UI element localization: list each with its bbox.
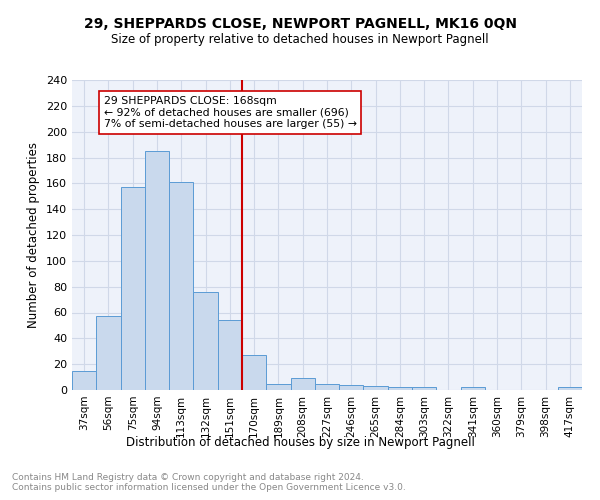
Bar bbox=[388, 388, 412, 390]
Text: 29 SHEPPARDS CLOSE: 168sqm
← 92% of detached houses are smaller (696)
7% of semi: 29 SHEPPARDS CLOSE: 168sqm ← 92% of deta… bbox=[104, 96, 356, 128]
Bar bbox=[169, 182, 193, 390]
Bar bbox=[290, 378, 315, 390]
Bar bbox=[242, 355, 266, 390]
Bar bbox=[364, 386, 388, 390]
Bar bbox=[193, 292, 218, 390]
Bar bbox=[412, 388, 436, 390]
Text: Distribution of detached houses by size in Newport Pagnell: Distribution of detached houses by size … bbox=[125, 436, 475, 449]
Bar bbox=[72, 370, 96, 390]
Text: 29, SHEPPARDS CLOSE, NEWPORT PAGNELL, MK16 0QN: 29, SHEPPARDS CLOSE, NEWPORT PAGNELL, MK… bbox=[83, 18, 517, 32]
Y-axis label: Number of detached properties: Number of detached properties bbox=[28, 142, 40, 328]
Bar bbox=[218, 320, 242, 390]
Text: Size of property relative to detached houses in Newport Pagnell: Size of property relative to detached ho… bbox=[111, 32, 489, 46]
Bar bbox=[461, 388, 485, 390]
Bar bbox=[145, 151, 169, 390]
Bar bbox=[558, 388, 582, 390]
Bar bbox=[96, 316, 121, 390]
Bar bbox=[266, 384, 290, 390]
Bar bbox=[121, 187, 145, 390]
Text: Contains HM Land Registry data © Crown copyright and database right 2024.
Contai: Contains HM Land Registry data © Crown c… bbox=[12, 472, 406, 492]
Bar bbox=[339, 385, 364, 390]
Bar bbox=[315, 384, 339, 390]
